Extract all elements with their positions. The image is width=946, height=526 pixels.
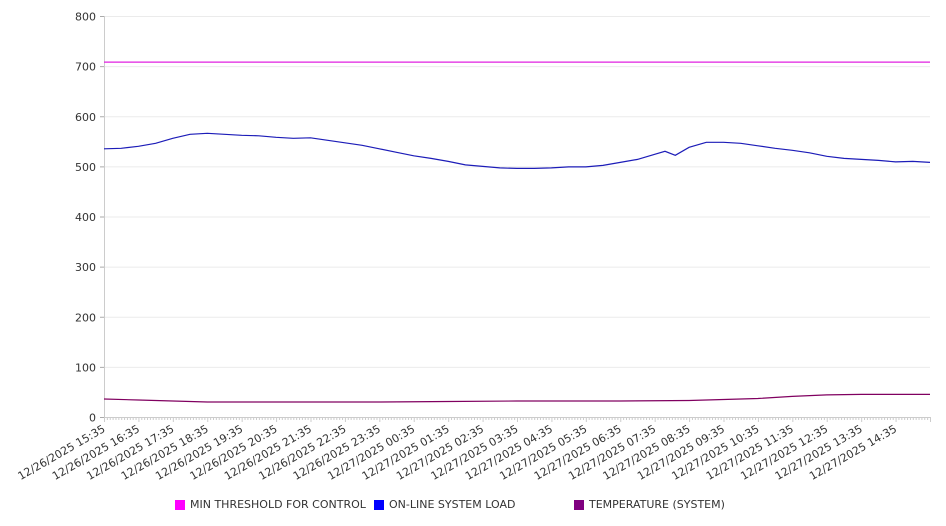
legend-item-threshold[interactable]: MIN THRESHOLD FOR CONTROL <box>175 498 366 511</box>
y-tick-label: 400 <box>75 211 96 224</box>
y-tick-label: 700 <box>75 61 96 74</box>
y-tick-label: 800 <box>75 11 96 24</box>
legend-label: MIN THRESHOLD FOR CONTROL <box>190 498 366 511</box>
y-tick-label: 600 <box>75 111 96 124</box>
y-tick-label: 0 <box>89 412 96 425</box>
legend-swatch <box>374 499 384 510</box>
y-tick-label: 500 <box>75 161 96 174</box>
gridlines <box>104 16 930 368</box>
series-line-2 <box>103 393 930 403</box>
legend-swatch <box>574 499 584 510</box>
series-line-1 <box>103 132 931 169</box>
line-chart: 0 100 200 300 400 500 600 700 800 12/26/2025 15:… <box>16 11 931 483</box>
legend-label: TEMPERATURE (SYSTEM) <box>589 498 725 511</box>
y-tick-label: 200 <box>75 311 96 324</box>
y-tick-label: 300 <box>75 261 96 274</box>
y-axis: 0 100 200 300 400 500 600 700 800 <box>75 11 105 425</box>
series-lines <box>103 61 931 403</box>
legend-item-temperature[interactable]: TEMPERATURE (SYSTEM) <box>574 498 725 511</box>
legend-item-load[interactable]: ON-LINE SYSTEM LOAD <box>374 498 515 511</box>
legend-label: ON-LINE SYSTEM LOAD <box>389 498 516 511</box>
legend-swatch <box>175 499 185 510</box>
y-tick-label: 100 <box>75 361 96 374</box>
